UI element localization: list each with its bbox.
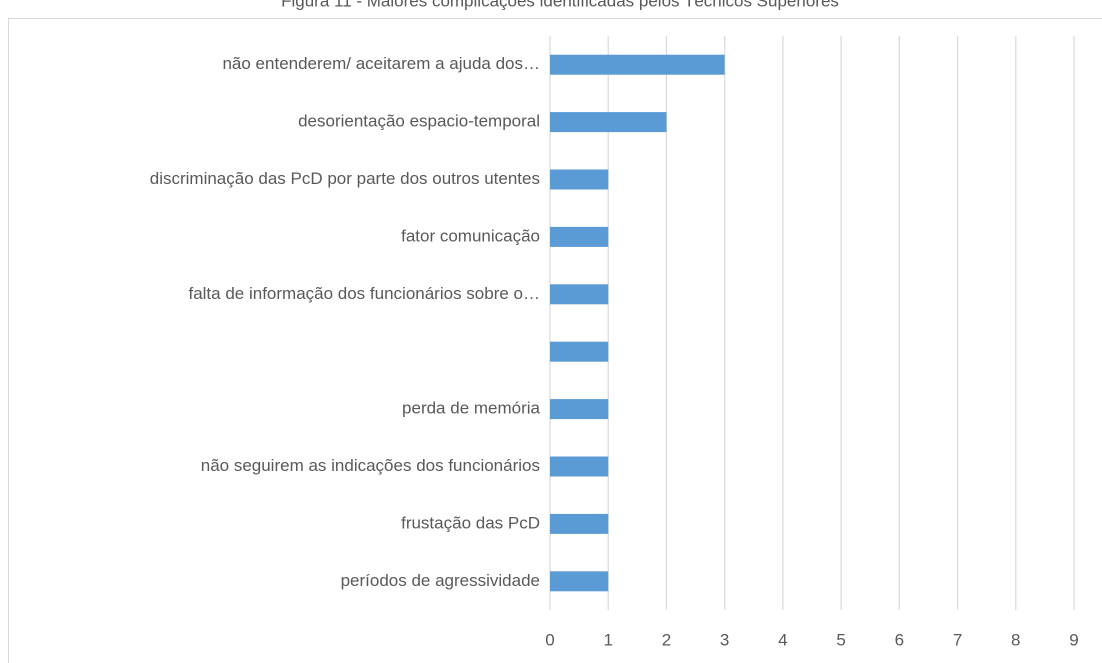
bar bbox=[550, 54, 725, 75]
bar bbox=[550, 571, 609, 592]
y-tick-label: fator comunicação bbox=[401, 226, 540, 245]
x-tick-label: 1 bbox=[603, 630, 612, 649]
x-tick-label: 8 bbox=[1011, 630, 1020, 649]
y-tick-label: perda de memória bbox=[402, 399, 541, 418]
x-tick-label: 3 bbox=[720, 630, 729, 649]
bar bbox=[550, 112, 667, 133]
x-tick-label: 5 bbox=[836, 630, 845, 649]
y-tick-label: desorientação espacio-temporal bbox=[298, 112, 540, 131]
bar bbox=[550, 399, 609, 420]
x-tick-label: 9 bbox=[1069, 630, 1078, 649]
x-tick-label: 7 bbox=[953, 630, 962, 649]
y-tick-label: não seguirem as indicações dos funcionár… bbox=[201, 456, 540, 475]
x-tick-label: 2 bbox=[662, 630, 671, 649]
bar bbox=[550, 513, 609, 534]
bar bbox=[550, 226, 609, 247]
y-tick-label: falta de informação dos funcionários sob… bbox=[188, 284, 540, 303]
bar bbox=[550, 341, 609, 362]
bar bbox=[550, 284, 609, 305]
y-tick-label: períodos de agressividade bbox=[341, 571, 540, 590]
x-tick-label: 6 bbox=[895, 630, 904, 649]
y-tick-label: não entenderem/ aceitarem a ajuda dos… bbox=[222, 54, 540, 73]
y-tick-label: frustação das PcD bbox=[401, 513, 540, 532]
x-tick-label: 4 bbox=[778, 630, 787, 649]
x-tick-label: 0 bbox=[545, 630, 554, 649]
chart-title: Figura 11 - Maiores complicações identif… bbox=[281, 0, 839, 10]
chart-frame bbox=[8, 18, 1102, 663]
bar bbox=[550, 456, 609, 477]
bar bbox=[550, 169, 609, 190]
y-tick-label: discriminação das PcD por parte dos outr… bbox=[150, 169, 540, 188]
